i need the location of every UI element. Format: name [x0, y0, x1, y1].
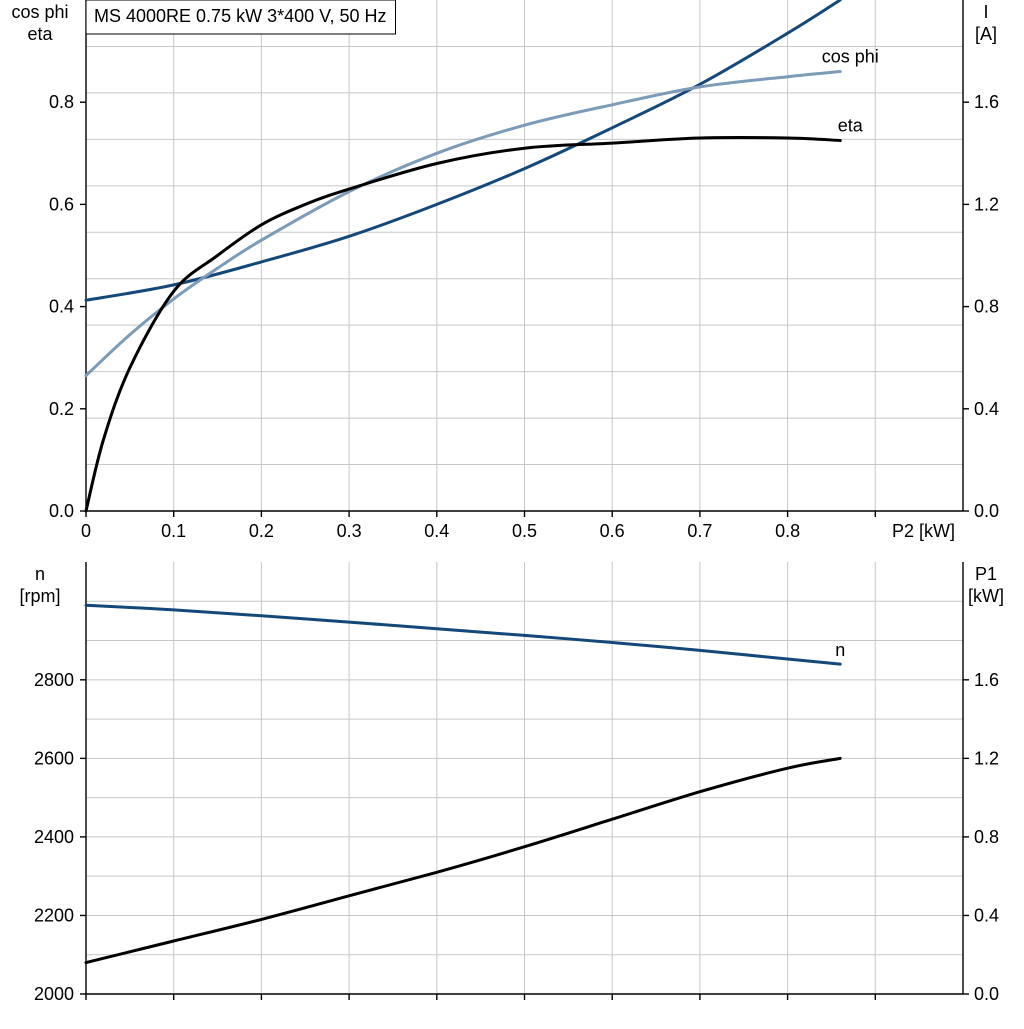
right-tick-label: 1.2 — [974, 748, 999, 768]
left-tick-label: 2200 — [34, 905, 74, 925]
left-tick-label: 0.4 — [49, 297, 74, 317]
left-tick-label: 0.2 — [49, 399, 74, 419]
right-axis-label: I — [983, 2, 988, 22]
x-tick-label: 0.2 — [249, 521, 274, 541]
right-tick-label: 0.0 — [974, 501, 999, 521]
chart-panel-2: 200022002400260028000.00.40.81.21.6n[rpm… — [19, 562, 1004, 1004]
chart-title-box — [85, 0, 396, 35]
right-axis-label: P1 — [975, 564, 997, 584]
left-tick-label: 2800 — [34, 670, 74, 690]
x-tick-label: 0.8 — [775, 521, 800, 541]
series-line-eta — [84, 135, 842, 513]
left-tick-label: 2600 — [34, 748, 74, 768]
left-axis-label: cos phi — [11, 2, 68, 22]
right-tick-label: 0.4 — [974, 905, 999, 925]
x-tick-label: 0.1 — [161, 521, 186, 541]
series-label-cos-phi: cos phi — [822, 47, 879, 67]
x-tick-label: 0.4 — [424, 521, 449, 541]
left-tick-label: 0.6 — [49, 194, 74, 214]
x-tick-label: 0 — [81, 521, 91, 541]
left-tick-label: 2400 — [34, 827, 74, 847]
x-tick-label: 0.6 — [600, 521, 625, 541]
right-tick-label: 1.6 — [974, 670, 999, 690]
x-tick-label: 0.3 — [337, 521, 362, 541]
chart-title: MS 4000RE 0.75 kW 3*400 V, 50 Hz — [94, 6, 387, 26]
left-axis-label: eta — [27, 24, 53, 44]
left-tick-label: 2000 — [34, 984, 74, 1004]
right-tick-label: 1.6 — [974, 92, 999, 112]
x-tick-label: 0.5 — [512, 521, 537, 541]
series-line-p1 — [84, 756, 842, 965]
series-line-i — [84, 0, 842, 302]
left-axis-label: [rpm] — [19, 586, 60, 606]
series-label-eta: eta — [838, 116, 864, 136]
right-axis-label: [kW] — [968, 586, 1004, 606]
series-line-n — [84, 603, 842, 666]
x-axis-label: P2 [kW] — [892, 521, 955, 541]
x-tick-label: 0.7 — [687, 521, 712, 541]
series-label-n: n — [835, 640, 845, 660]
right-tick-label: 0.8 — [974, 297, 999, 317]
right-tick-label: 0.8 — [974, 827, 999, 847]
left-tick-label: 0.0 — [49, 501, 74, 521]
right-tick-label: 0.0 — [974, 984, 999, 1004]
right-tick-label: 1.2 — [974, 194, 999, 214]
series-line-cos-phi — [84, 70, 842, 378]
left-tick-label: 0.8 — [49, 92, 74, 112]
left-axis-label: n — [35, 564, 45, 584]
right-axis-label: [A] — [975, 24, 997, 44]
chart-panel-1: 0.0 0.2 0.4 0.6 0.8 0.0 0.4 0.8 1.2 1.6 0 0.1 0.2 0.3… — [11, 0, 999, 541]
right-tick-label: 0.4 — [974, 399, 999, 419]
